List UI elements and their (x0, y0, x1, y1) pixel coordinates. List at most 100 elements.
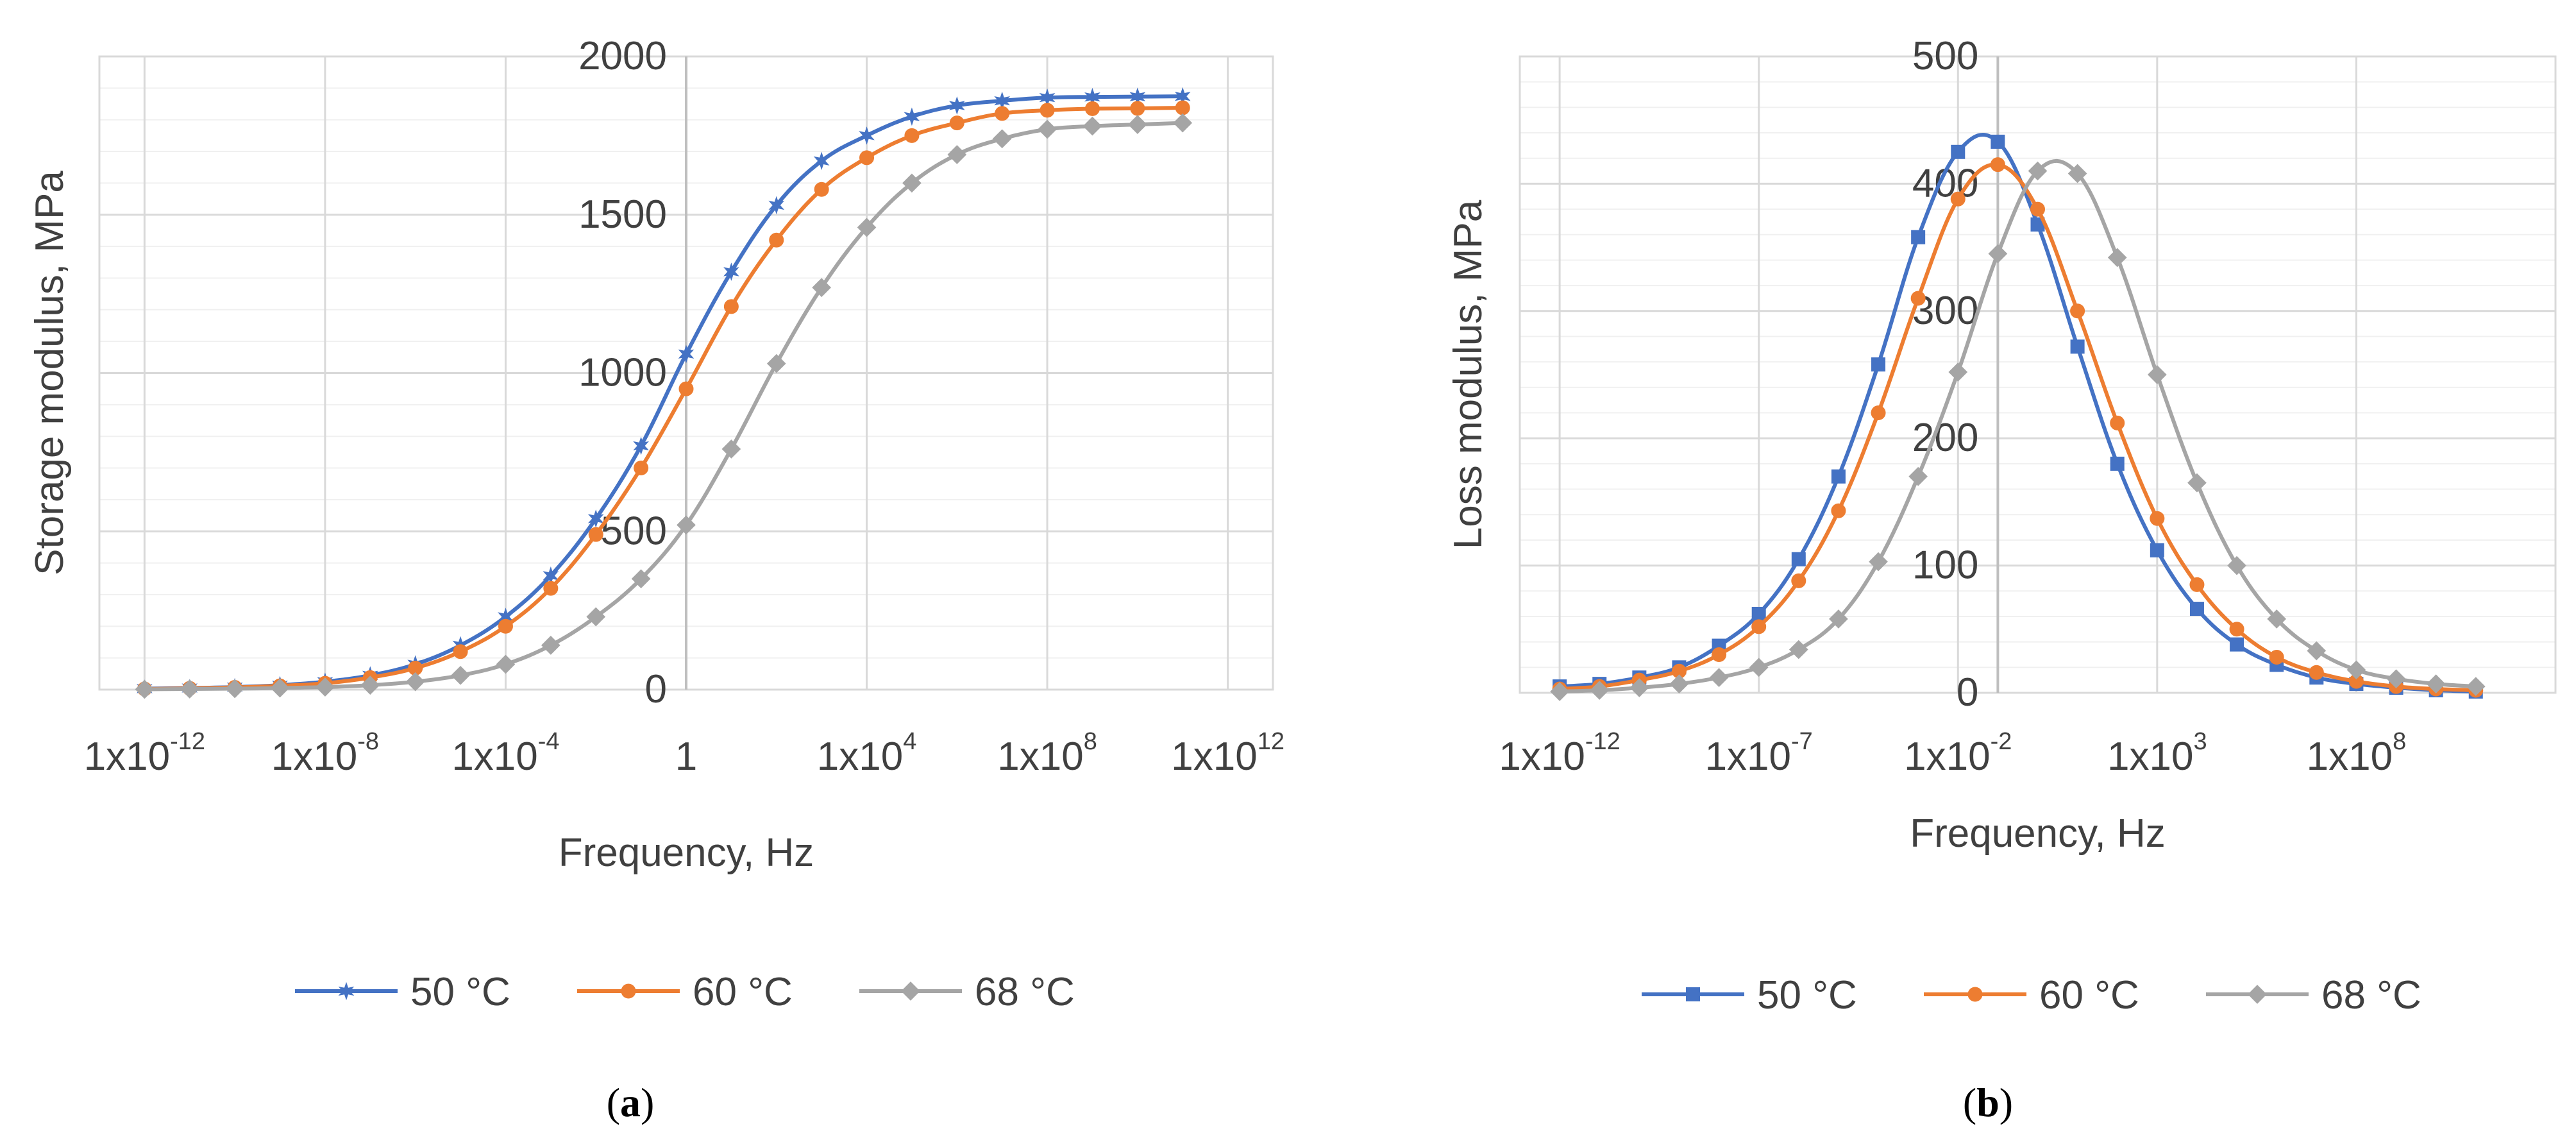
data-point (631, 569, 651, 589)
data-point (768, 196, 785, 215)
x-tick-label: 1x10-12 (1499, 728, 1620, 779)
x-tick-exponent: 3 (2194, 728, 2207, 755)
series-line (1559, 133, 2476, 694)
data-point (405, 672, 425, 692)
data-point (1669, 674, 1689, 693)
data-point (2307, 641, 2327, 661)
data-point (2426, 674, 2446, 693)
data-point (1084, 87, 1100, 106)
data-point (677, 515, 696, 535)
x-tick-base: 1x10 (84, 735, 170, 779)
data-point (1991, 134, 2005, 149)
x-tick-exponent: -4 (538, 728, 560, 755)
data-point (588, 527, 603, 542)
data-point (992, 129, 1012, 149)
x-tick-exponent: -7 (1791, 728, 1813, 755)
data-point (1751, 606, 1766, 621)
data-point (1911, 230, 1926, 244)
y-axis-title: Storage modulus, MPa (28, 171, 72, 575)
data-point (1749, 658, 1769, 677)
data-point (721, 439, 741, 459)
data-point (948, 96, 965, 115)
data-point (453, 644, 468, 659)
data-point (2030, 201, 2045, 217)
y-tick-label: 500 (601, 509, 667, 553)
plot-frame (1519, 55, 2557, 694)
x-tick-base: 1x10 (1705, 735, 1791, 779)
x-tick-base: 1x10 (451, 735, 537, 779)
legend: 50 °C 60 °C 68 °C (1642, 973, 2421, 1017)
x-tick-exponent: 4 (903, 728, 916, 755)
y-tick-label: 0 (645, 667, 667, 711)
y-tick-label: 0 (1957, 670, 1978, 715)
data-point (1908, 466, 1928, 486)
data-point (1084, 101, 1100, 116)
legend-item: 60 °C (577, 970, 793, 1014)
data-point (1988, 244, 2008, 264)
x-tick-exponent: 8 (2393, 728, 2406, 755)
x-tick-exponent: 12 (1258, 728, 1284, 755)
x-tick-exponent: -8 (357, 728, 379, 755)
legend: 50 °C 60 °C 68 °C (295, 970, 1075, 1014)
data-point (634, 461, 649, 476)
x-axis-title: Frequency, Hz (559, 831, 814, 875)
series-0 (1553, 133, 2483, 699)
y-tick-label: 2000 (578, 34, 667, 78)
series-2 (1550, 159, 2486, 701)
y-axis-title: Loss modulus, MPa (1446, 200, 1490, 549)
data-point (678, 381, 694, 396)
data-point (1130, 101, 1145, 116)
series-2 (135, 113, 1193, 699)
data-point (1175, 100, 1190, 115)
data-point (2030, 217, 2045, 232)
x-tick-exponent: 8 (1084, 728, 1097, 755)
legend-label: 50 °C (1757, 973, 1857, 1017)
legend-swatch-marker (1686, 987, 1700, 1001)
panel-label-close: ) (1999, 1080, 2013, 1125)
data-point (1910, 291, 1926, 306)
data-point (2466, 677, 2486, 696)
x-tick-exponent: -2 (1991, 728, 2012, 755)
series-line (1560, 159, 2476, 694)
data-point (1791, 552, 1806, 566)
legend-label: 50 °C (410, 970, 510, 1014)
data-point (1709, 668, 1729, 688)
legend-swatch-marker (2248, 985, 2267, 1004)
data-point (587, 509, 604, 528)
x-tick-label: 1x104 (817, 728, 917, 779)
data-point (360, 675, 380, 695)
y-tick-label: 200 (1912, 416, 1978, 460)
data-point (1871, 357, 1886, 372)
x-tick-base: 1x10 (2307, 735, 2393, 779)
data-point (2346, 660, 2366, 680)
data-point (1831, 503, 1846, 518)
legend-item: 68 °C (859, 970, 1075, 1014)
x-tick-label: 1x103 (2107, 728, 2207, 779)
data-point (225, 679, 245, 699)
panel-label-letter: b (1976, 1080, 1999, 1125)
legend-swatch-marker (621, 983, 636, 999)
data-point (1712, 647, 1727, 662)
legend-item: 68 °C (2206, 973, 2421, 1017)
x-tick-base: 1x10 (1171, 735, 1257, 779)
data-point (1948, 362, 1968, 382)
data-point (859, 126, 875, 145)
data-point (498, 618, 513, 634)
legend-item: 50 °C (295, 970, 510, 1014)
data-point (2067, 164, 2087, 183)
data-point (1127, 115, 1147, 134)
data-point (1038, 119, 1057, 139)
panel-label: (b) (1963, 1080, 2013, 1125)
panel-label-letter: a (620, 1080, 641, 1125)
data-point (723, 262, 739, 281)
data-point (859, 150, 875, 166)
data-point (586, 607, 606, 627)
data-point (1789, 640, 1808, 659)
data-point (2147, 365, 2167, 384)
data-point (135, 679, 155, 699)
x-tick-base: 1x10 (2107, 735, 2193, 779)
legend-item: 60 °C (1924, 973, 2139, 1017)
